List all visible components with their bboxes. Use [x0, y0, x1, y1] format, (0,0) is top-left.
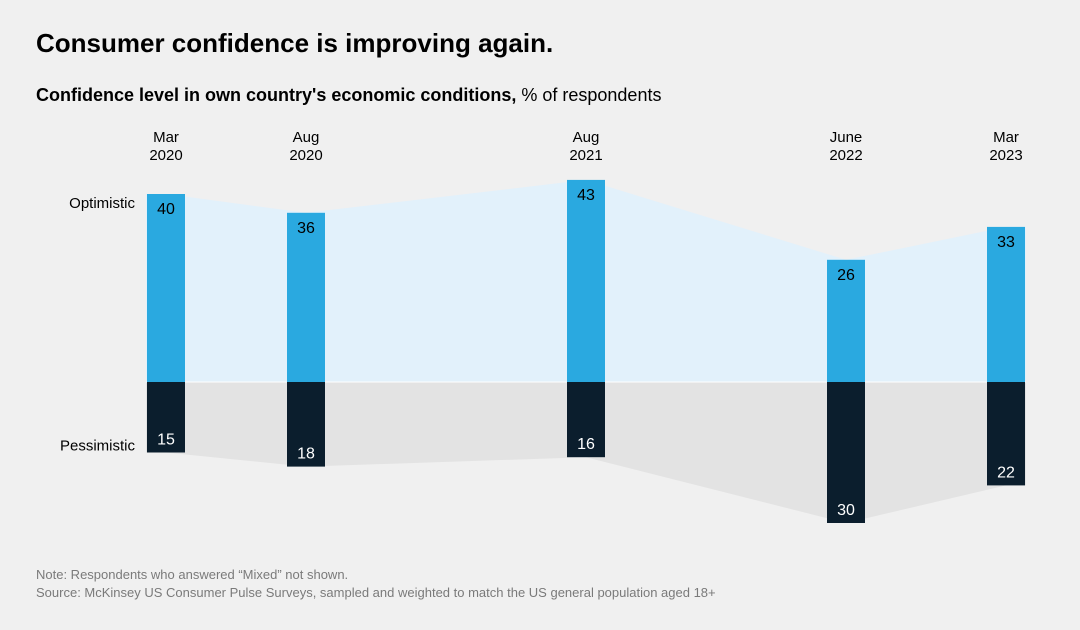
axis-label-optimistic: Optimistic [69, 195, 135, 212]
date-label-line2: 2020 [289, 147, 322, 164]
diverging-bar-chart: 4015Mar20203618Aug20204316Aug20212630Jun… [36, 120, 1044, 560]
value-optimistic: 33 [997, 234, 1015, 251]
value-pessimistic: 22 [997, 464, 1015, 481]
bar-optimistic [287, 213, 325, 382]
date-label-line1: Aug [573, 129, 600, 146]
footnote: Note: Respondents who answered “Mixed” n… [36, 566, 1044, 601]
date-label-line1: June [830, 129, 863, 146]
value-pessimistic: 16 [577, 436, 595, 453]
subtitle-bold: Confidence level in own country's econom… [36, 85, 516, 105]
chart-container: 4015Mar20203618Aug20204316Aug20212630Jun… [36, 120, 1044, 560]
date-label-line1: Mar [153, 129, 179, 146]
value-pessimistic: 18 [297, 446, 315, 463]
value-optimistic: 40 [157, 201, 175, 218]
chart-subtitle: Confidence level in own country's econom… [36, 85, 1044, 106]
date-label-line2: 2021 [569, 147, 602, 164]
date-label-line2: 2020 [149, 147, 182, 164]
value-optimistic: 36 [297, 220, 315, 237]
value-optimistic: 43 [577, 187, 595, 204]
subtitle-rest: % of respondents [516, 85, 661, 105]
bar-optimistic [147, 194, 185, 382]
bar-optimistic [567, 180, 605, 382]
axis-label-pessimistic: Pessimistic [60, 438, 136, 455]
value-pessimistic: 30 [837, 502, 855, 519]
date-label-line1: Aug [293, 129, 320, 146]
chart-title: Consumer confidence is improving again. [36, 28, 1044, 59]
note-line-1: Note: Respondents who answered “Mixed” n… [36, 567, 348, 582]
date-label-line2: 2023 [989, 147, 1022, 164]
note-line-2: Source: McKinsey US Consumer Pulse Surve… [36, 585, 716, 600]
date-label-line1: Mar [993, 129, 1019, 146]
value-pessimistic: 15 [157, 432, 175, 449]
date-label-line2: 2022 [829, 147, 862, 164]
value-optimistic: 26 [837, 267, 855, 284]
